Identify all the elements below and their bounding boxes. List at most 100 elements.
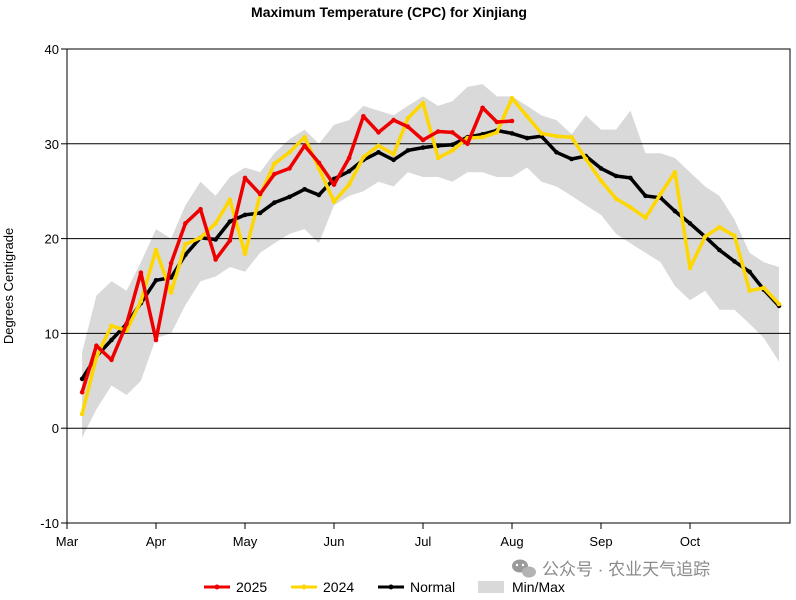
chart-title: Maximum Temperature (CPC) for Xinjiang: [251, 4, 527, 20]
data-point-2024: [717, 224, 722, 230]
data-point-2024: [331, 199, 337, 204]
data-point-normal: [628, 175, 633, 181]
legend-marker-2025: [214, 584, 220, 590]
y-tick-label-30: 30: [45, 137, 59, 152]
data-point-2025: [213, 257, 218, 262]
series-2024: [79, 96, 782, 417]
data-point-2024: [79, 411, 85, 417]
data-point-normal: [272, 200, 277, 205]
data-point-2025: [168, 260, 174, 266]
data-point-normal: [391, 157, 396, 163]
data-point-2024: [539, 131, 544, 136]
data-point-normal: [747, 269, 752, 275]
data-point-normal: [598, 166, 604, 171]
data-point-2025: [124, 321, 129, 327]
data-point-2024: [376, 143, 381, 148]
minmax-band: [82, 84, 780, 438]
data-point-2025: [331, 182, 337, 187]
y-tick-label-0: 0: [52, 421, 59, 436]
data-point-2024: [183, 242, 188, 247]
data-point-2025: [272, 171, 277, 177]
data-point-2024: [138, 298, 144, 304]
data-point-2024: [420, 100, 426, 106]
data-point-2025: [420, 137, 426, 143]
data-point-2025: [346, 155, 352, 161]
data-point-normal: [420, 145, 426, 150]
x-axis-ticks: Mar Apr May Jun Jul Aug Sep Oct: [56, 523, 700, 549]
data-point-2024: [643, 215, 648, 220]
data-point-normal: [405, 148, 411, 153]
data-point-2024: [272, 161, 277, 166]
wechat-icon: [512, 559, 536, 578]
data-point-normal: [316, 192, 322, 198]
data-point-2025: [480, 105, 485, 111]
data-point-2025: [316, 160, 322, 166]
gridlines: [67, 143, 790, 429]
data-point-2024: [658, 191, 663, 197]
data-point-2024: [168, 290, 174, 295]
data-point-2024: [687, 265, 693, 271]
data-point-2025: [153, 337, 159, 343]
data-point-2025: [405, 124, 411, 129]
data-point-normal: [717, 247, 722, 253]
data-point-normal: [79, 376, 85, 382]
data-point-normal: [346, 169, 352, 174]
data-point-normal: [257, 210, 263, 216]
legend-label-minmax: Min/Max: [512, 579, 565, 595]
data-point-normal: [687, 221, 693, 226]
data-point-2024: [480, 134, 485, 140]
data-point-2025: [79, 389, 85, 395]
x-tick-label-jul: Jul: [415, 534, 432, 549]
data-point-2025: [494, 119, 500, 125]
data-point-2024: [598, 178, 604, 184]
data-point-2024: [494, 130, 500, 135]
legend: 2025 2024 Normal Min/Max: [204, 579, 565, 595]
data-point-2024: [94, 354, 99, 360]
legend-label-2025: 2025: [236, 579, 267, 595]
data-point-2025: [183, 221, 188, 226]
data-point-normal: [613, 173, 619, 179]
data-point-normal: [509, 131, 515, 136]
watermark-text: 公众号 · 农业天气追踪: [542, 560, 710, 579]
data-point-2025: [227, 238, 233, 243]
data-point-normal: [450, 142, 455, 147]
data-point-normal: [643, 193, 648, 199]
x-tick-label-may: May: [233, 534, 258, 549]
legend-label-2024: 2024: [323, 579, 354, 595]
data-point-2025: [287, 166, 292, 171]
data-point-2025: [257, 191, 263, 197]
data-point-normal: [109, 337, 114, 343]
legend-item-normal: Normal: [378, 579, 455, 595]
series-line-2024: [80, 96, 781, 416]
data-point-2025: [376, 130, 381, 135]
data-point-2025: [361, 114, 366, 119]
x-tick-label-apr: Apr: [146, 534, 167, 549]
data-point-2024: [109, 323, 114, 329]
data-point-normal: [287, 194, 292, 200]
legend-item-minmax: Min/Max: [478, 579, 565, 595]
data-point-2025: [242, 175, 248, 181]
series-2025: [79, 105, 515, 395]
data-point-2024: [213, 221, 218, 226]
data-point-2025: [109, 357, 114, 363]
y-tick-label-20: 20: [45, 232, 59, 247]
legend-item-2025: 2025: [204, 579, 267, 595]
legend-item-2024: 2024: [291, 579, 354, 595]
data-point-2024: [776, 301, 782, 307]
legend-marker-2024: [301, 584, 307, 590]
data-point-2024: [361, 154, 366, 160]
data-point-2024: [628, 205, 633, 210]
data-point-2025: [509, 118, 515, 124]
data-point-2024: [583, 156, 589, 162]
data-point-normal: [153, 278, 159, 283]
data-point-normal: [732, 259, 737, 264]
data-point-2024: [153, 247, 159, 253]
y-tick-label-10: 10: [45, 326, 59, 341]
y-axis-label: Degrees Centigrade: [1, 228, 16, 344]
x-tick-label-aug: Aug: [500, 534, 523, 549]
data-point-normal: [569, 156, 574, 162]
x-tick-label-jun: Jun: [324, 534, 345, 549]
data-point-2024: [702, 234, 708, 239]
data-point-2024: [435, 155, 441, 161]
